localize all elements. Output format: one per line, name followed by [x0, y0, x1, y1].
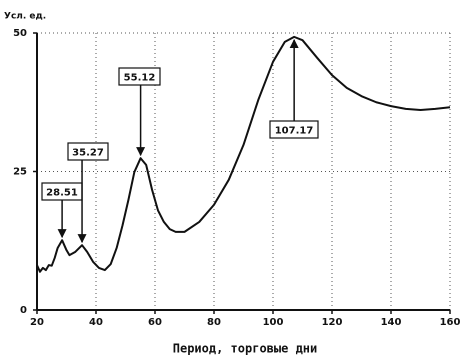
peak-label: 107.17: [275, 126, 314, 137]
peak-label: 35.27: [72, 148, 104, 159]
peak-label: 28.51: [46, 188, 78, 199]
x-tick-label: 60: [148, 317, 162, 328]
y-tick-label: 50: [13, 28, 27, 39]
peak-label: 55.12: [124, 73, 156, 84]
x-tick-label: 140: [381, 317, 402, 328]
line: [36, 35, 451, 273]
peak-box: [118, 67, 161, 86]
x-tick-label: 100: [263, 317, 284, 328]
y-tick-label: 25: [13, 167, 27, 178]
peak-box: [269, 120, 319, 139]
x-tick-label: 20: [30, 317, 44, 328]
x-tick-label: 80: [207, 317, 221, 328]
x-tick-label: 120: [322, 317, 343, 328]
x-tick-label: 160: [440, 317, 461, 328]
peak-box: [67, 142, 109, 161]
x-axis-label: Период, торговые дни: [173, 342, 318, 356]
y-tick-label: 0: [20, 305, 27, 316]
x-tick-label: 40: [89, 317, 103, 328]
y-axis-label: Усл. ед.: [4, 12, 46, 22]
